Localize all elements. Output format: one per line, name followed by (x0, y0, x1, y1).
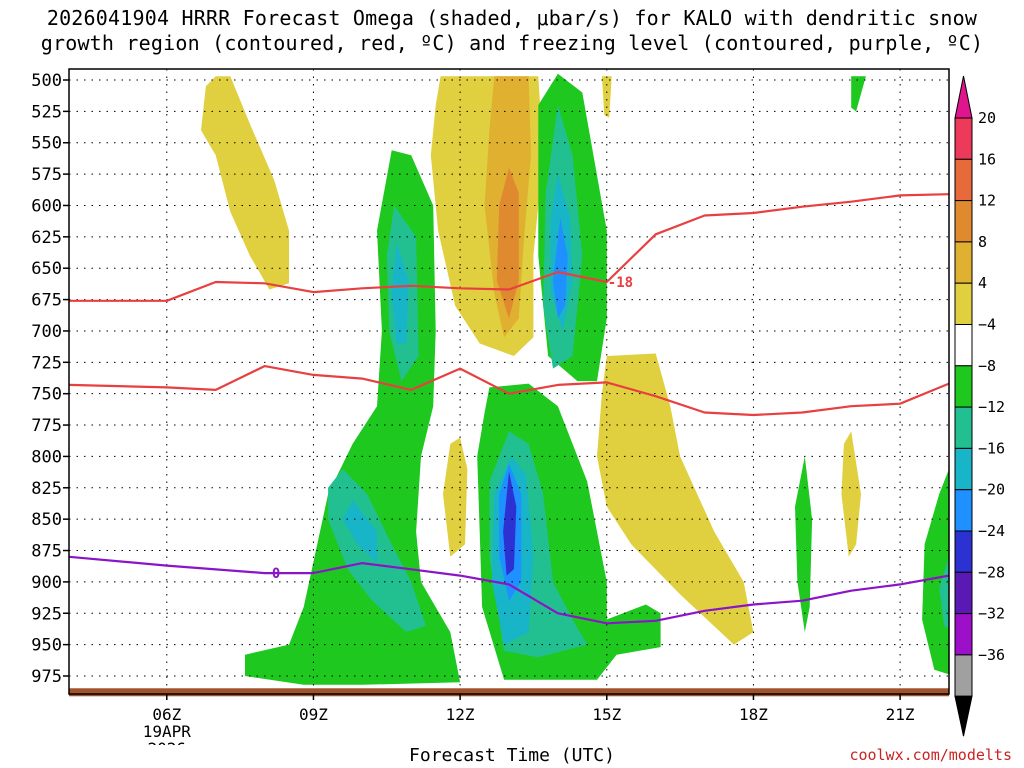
chart: 500 525 550 575 600 625 650 675 700 725 750 775 800 8… (31, 68, 1005, 745)
x-date-label-1: 19APR (143, 722, 192, 741)
colorbar: 20 16 12 8 4 −4 −8 −12 −16 −20 −24 −28 −32 −36 (954, 75, 1005, 737)
colorbar-swatch-12 (954, 571, 973, 615)
colorbar-label-2: 16 (978, 150, 996, 168)
y-tick-label-850: 850 (31, 510, 62, 530)
omega-region-1 (201, 76, 289, 290)
colorbar-label-6: −4 (978, 316, 996, 334)
y-tick-label-875: 875 (31, 542, 62, 562)
y-tick-label-625: 625 (31, 228, 62, 248)
y-tick-label-525: 525 (31, 102, 62, 122)
ground-boundary (69, 688, 949, 697)
omega-region-25 (553, 218, 568, 319)
y-tick-label-975: 975 (31, 667, 62, 687)
chart-title: 2026041904 HRRR Forecast Omega (shaded, … (0, 6, 1024, 56)
colorbar-swatch-14 (954, 654, 973, 697)
colorbar-label-7: −8 (978, 357, 996, 375)
x-axis-label: Forecast Time (UTC) (409, 745, 615, 766)
colorbar-swatch-9 (954, 447, 973, 491)
y-tick-label-800: 800 (31, 447, 62, 467)
omega-region-8 (841, 431, 861, 557)
x-tick-label-21Z: 21Z (886, 705, 915, 724)
omega-region-21 (342, 500, 377, 564)
y-tick-label-925: 925 (31, 604, 62, 624)
colorbar-swatch-11 (954, 530, 973, 573)
colorbar-label-5: 4 (978, 274, 987, 292)
x-tick-label-18Z: 18Z (739, 705, 768, 724)
contour-labels: -18 0 (272, 275, 633, 582)
colorbar-label-8: −12 (978, 398, 1005, 416)
y-tick-label-600: 600 (31, 196, 62, 216)
colorbar-swatch-13 (954, 613, 973, 656)
colorbar-label-3: 12 (978, 192, 996, 210)
y-tick-label-675: 675 (31, 291, 62, 311)
colorbar-swatch-5 (954, 282, 973, 326)
y-tick-label-950: 950 (31, 636, 62, 656)
colorbar-swatch-10 (954, 489, 973, 532)
colorbar-label-9: −16 (978, 439, 1005, 457)
ground-band (69, 688, 949, 697)
y-tick-label-825: 825 (31, 479, 62, 499)
colorbar-label-10: −20 (978, 481, 1005, 499)
colorbar-label-1: 20 (978, 109, 996, 127)
omega-region-14 (795, 456, 813, 633)
colorbar-label-4: 8 (978, 233, 987, 251)
colorbar-swatch-7 (954, 365, 973, 408)
contour-line-2 (69, 365, 949, 417)
credit-link[interactable]: coolwx.com/modelts (849, 746, 1012, 764)
omega-region-26 (503, 471, 517, 576)
y-axis: 500 525 550 575 600 625 650 675 700 725 750 775 800 8… (31, 71, 69, 687)
colorbar-top-arrow (954, 75, 973, 119)
colorbar-swatch-2 (954, 158, 973, 202)
omega-region-7 (443, 437, 468, 557)
y-tick-label-725: 725 (31, 353, 62, 373)
contour-lines (69, 193, 949, 625)
x-tick-label-12Z: 12Z (446, 705, 475, 724)
omega-region-9 (851, 76, 866, 112)
colorbar-swatch-4 (954, 241, 973, 284)
colorbar-swatch-6 (954, 324, 973, 367)
y-tick-label-775: 775 (31, 416, 62, 436)
chart-title-line-2: growth region (contoured, red, ºC) and f… (40, 31, 984, 55)
contour-line-1 (69, 193, 949, 302)
colorbar-bottom-arrow (954, 695, 973, 737)
omega-region-20 (391, 243, 409, 344)
x-date-label-2: 2026 (148, 739, 187, 745)
x-tick-label-15Z: 15Z (592, 705, 621, 724)
omega-shading (201, 73, 949, 685)
colorbar-swatch-3 (954, 200, 973, 243)
colorbar-swatch-8 (954, 406, 973, 449)
colorbar-label-12: −28 (978, 563, 1005, 581)
contour-label-minus18: -18 (608, 275, 633, 291)
x-tick-label-09Z: 09Z (299, 705, 328, 724)
contour-line-3 (69, 555, 949, 625)
y-tick-label-750: 750 (31, 385, 62, 405)
y-tick-label-700: 700 (31, 322, 62, 342)
omega-region-5 (601, 76, 612, 118)
x-axis: 06Z 09Z 12Z 15Z 18Z 21Z 19APR2026 (143, 694, 915, 745)
x-tick-label-06Z: 06Z (152, 705, 181, 724)
colorbar-swatch-1 (954, 117, 973, 160)
chart-title-line-1: 2026041904 HRRR Forecast Omega (shaded, … (46, 6, 978, 30)
contour-label-zero: 0 (272, 566, 280, 582)
omega-region-6 (597, 353, 754, 645)
y-tick-label-575: 575 (31, 165, 62, 185)
y-tick-label-900: 900 (31, 573, 62, 593)
omega-region-4 (496, 167, 519, 319)
y-tick-label-650: 650 (31, 259, 62, 279)
y-tick-label-550: 550 (31, 134, 62, 154)
colorbar-label-14: −36 (978, 646, 1005, 664)
colorbar-label-11: −24 (978, 522, 1005, 540)
colorbar-label-13: −32 (978, 605, 1005, 623)
y-tick-label-500: 500 (31, 71, 62, 91)
omega-region-13 (922, 469, 949, 675)
omega-region-19 (939, 556, 949, 629)
plot-frame (68, 68, 950, 695)
